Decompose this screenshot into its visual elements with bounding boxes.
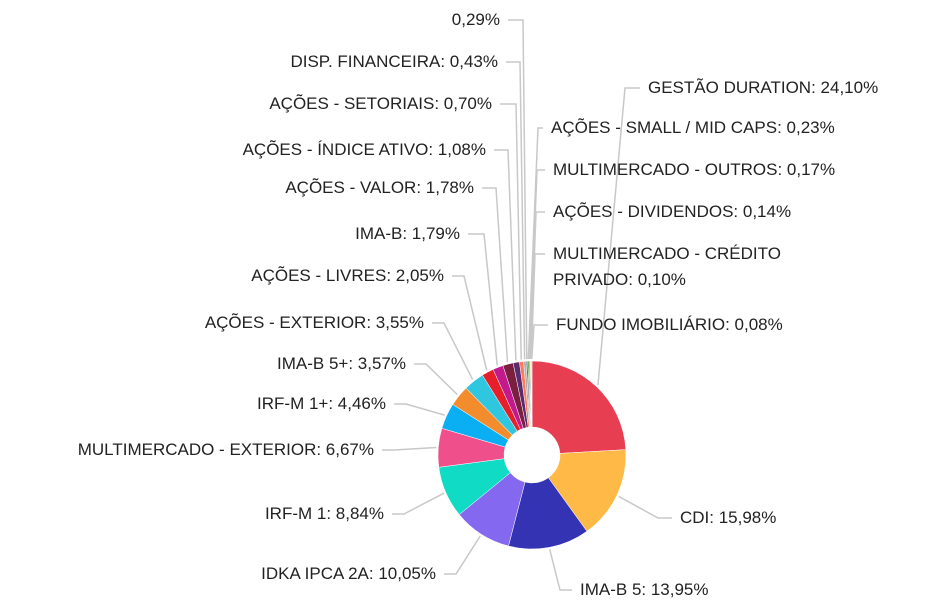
leader-line — [414, 363, 458, 396]
leader-line — [494, 149, 517, 361]
data-label: AÇÕES - EXTERIOR: 3,55% — [204, 313, 424, 332]
data-label: GESTÃO DURATION: 24,10% — [648, 78, 879, 97]
leader-line — [528, 169, 545, 360]
leader-line — [618, 495, 672, 519]
leader-line — [392, 492, 445, 515]
leader-line — [382, 446, 437, 451]
leader-line — [531, 324, 548, 360]
leader-line — [468, 233, 498, 366]
leader-line — [597, 87, 640, 386]
leader-line — [500, 103, 522, 360]
data-label: IMA-B: 1,79% — [355, 224, 460, 243]
data-label: FUNDO IMOBILIÁRIO: 0,08% — [556, 315, 783, 334]
data-label: MULTIMERCADO - CRÉDITO PRIVADO: 0,10% — [553, 244, 781, 289]
donut-slice — [531, 360, 627, 454]
data-label: IRF-M 1+: 4,46% — [257, 394, 386, 413]
leader-line — [432, 322, 474, 380]
data-label: IRF-M 1: 8,84% — [264, 504, 384, 523]
leader-line — [548, 549, 572, 591]
data-label: 0,29% — [451, 10, 500, 29]
donut-slice — [548, 449, 627, 532]
donut-slice — [508, 477, 588, 550]
data-label: AÇÕES - LIVRES: 2,05% — [251, 266, 444, 285]
data-label: AÇÕES - SETORIAIS: 0,70% — [269, 94, 492, 113]
data-label: IDKA IPCA 2A: 10,05% — [261, 564, 436, 583]
data-label: AÇÕES - VALOR: 1,78% — [285, 178, 474, 197]
data-label: AÇÕES - ÍNDICE ATIVO: 1,08% — [242, 140, 486, 159]
data-label: MULTIMERCADO - EXTERIOR: 6,67% — [77, 440, 374, 459]
data-label: DISP. FINANCEIRA: 0,43% — [290, 52, 498, 71]
leader-line — [482, 187, 509, 363]
data-label: IMA-B 5: 13,95% — [580, 580, 709, 599]
leader-line — [452, 275, 488, 371]
data-label: IMA-B 5+: 3,57% — [277, 354, 406, 373]
data-label: MULTIMERCADO - OUTROS: 0,17% — [553, 160, 836, 179]
leader-line — [508, 19, 528, 360]
data-label: AÇÕES - DIVIDENDOS: 0,14% — [553, 202, 792, 221]
data-label: CDI: 15,98% — [680, 508, 777, 527]
leader-line — [527, 127, 543, 360]
leader-line — [506, 61, 526, 360]
leader-line — [394, 403, 445, 416]
leader-line — [530, 253, 545, 360]
data-label: AÇÕES - SMALL / MID CAPS: 0,23% — [551, 118, 835, 137]
leader-line — [444, 535, 481, 575]
